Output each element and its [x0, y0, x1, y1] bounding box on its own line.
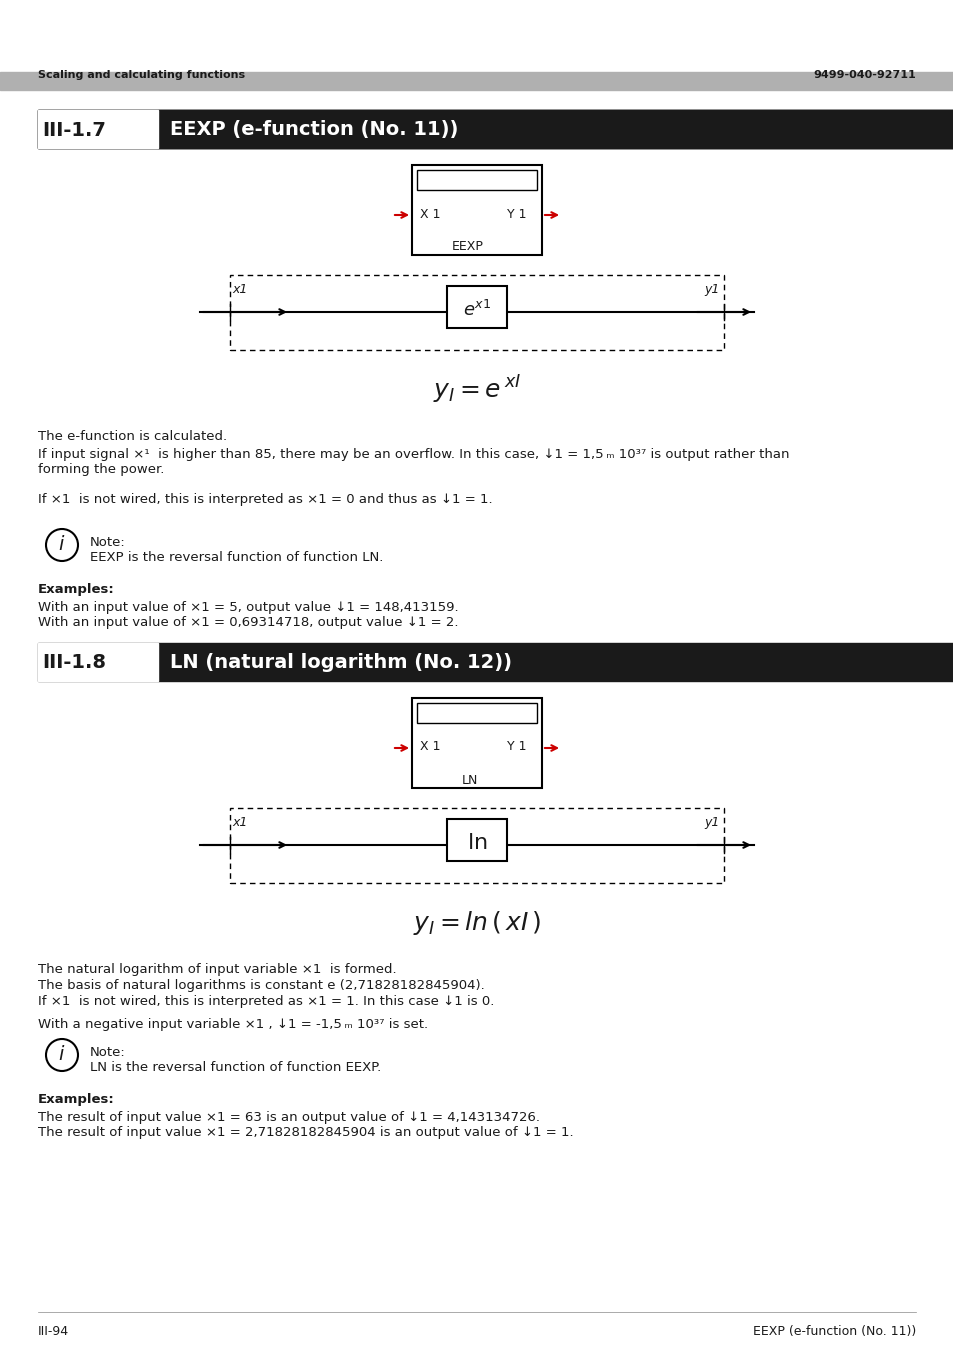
Text: LN is the reversal function of function EEXP.: LN is the reversal function of function … [90, 1061, 381, 1075]
Text: $y_I = ln\,(\,xI\,)$: $y_I = ln\,(\,xI\,)$ [413, 909, 540, 937]
Text: With a negative input variable ×1 , ↓1 = -1,5 ₘ 10³⁷ is set.: With a negative input variable ×1 , ↓1 =… [38, 1018, 428, 1031]
Text: EEXP (e-function (No. 11)): EEXP (e-function (No. 11)) [752, 1324, 915, 1338]
Text: y1: y1 [703, 815, 719, 829]
Text: If input signal ×¹  is higher than 85, there may be an overflow. In this case, ↓: If input signal ×¹ is higher than 85, th… [38, 448, 789, 477]
Bar [412, 698, 541, 788]
Text: x1: x1 [232, 284, 247, 296]
Text: EEXP: EEXP [452, 240, 483, 254]
Text: EEXP is the reversal function of function LN.: EEXP is the reversal function of functio… [90, 551, 383, 564]
Text: $\mathrm{ln}$: $\mathrm{ln}$ [466, 833, 487, 853]
Text: The basis of natural logarithms is constant e (2,71828182845904).: The basis of natural logarithms is const… [38, 979, 484, 992]
Text: Y 1: Y 1 [506, 741, 526, 753]
Text: III-94: III-94 [38, 1324, 69, 1338]
Bar [416, 170, 537, 190]
Text: Examples:: Examples: [38, 1094, 114, 1106]
Text: The e-function is calculated.: The e-function is calculated. [38, 431, 227, 443]
Text: EEXP (e-function (No. 11)): EEXP (e-function (No. 11)) [170, 120, 457, 139]
Bar [38, 643, 953, 680]
Text: III-1.7: III-1.7 [42, 120, 111, 140]
Text: The result of input value ×1 = 2,71828182845904 is an output value of ↓1 = 1.: The result of input value ×1 = 2,7182818… [38, 1126, 573, 1139]
Bar [38, 109, 158, 148]
Text: X 1: X 1 [419, 741, 440, 753]
Text: X 1: X 1 [419, 208, 440, 220]
Text: $\mathit{i}$: $\mathit{i}$ [58, 536, 66, 555]
Text: The natural logarithm of input variable ×1  is formed.: The natural logarithm of input variable … [38, 963, 396, 976]
Text: III-1.7: III-1.7 [42, 120, 106, 139]
Text: LN (natural logarithm (No. 12)): LN (natural logarithm (No. 12)) [170, 653, 512, 672]
Text: With an input value of ×1 = 5, output value ↓1 = 148,413159.: With an input value of ×1 = 5, output va… [38, 601, 458, 614]
Text: With an input value of ×1 = 0,69314718, output value ↓1 = 2.: With an input value of ×1 = 0,69314718, … [38, 616, 458, 629]
Bar [447, 286, 506, 328]
Bar [230, 809, 723, 883]
Bar [0, 72, 953, 90]
Bar [38, 643, 158, 680]
Text: If ×1  is not wired, this is interpreted as ×1 = 0 and thus as ↓1 = 1.: If ×1 is not wired, this is interpreted … [38, 493, 492, 506]
Text: y1: y1 [703, 284, 719, 296]
Text: Note:: Note: [90, 1046, 126, 1058]
Text: $y_I = e^{\,xI}$: $y_I = e^{\,xI}$ [433, 374, 520, 406]
Text: Note:: Note: [90, 536, 126, 549]
Bar [230, 275, 723, 350]
Text: $e^{x1}$: $e^{x1}$ [462, 300, 491, 320]
Bar [38, 109, 953, 148]
Bar [416, 703, 537, 724]
Text: x1: x1 [232, 815, 247, 829]
Text: LN: LN [461, 774, 477, 787]
Text: III-1.8: III-1.8 [42, 653, 106, 672]
Text: $\mathit{i}$: $\mathit{i}$ [58, 1045, 66, 1065]
Text: If ×1  is not wired, this is interpreted as ×1 = 1. In this case ↓1 is 0.: If ×1 is not wired, this is interpreted … [38, 995, 494, 1008]
Text: The result of input value ×1 = 63 is an output value of ↓1 = 4,143134726.: The result of input value ×1 = 63 is an … [38, 1111, 539, 1125]
Text: Y 1: Y 1 [506, 208, 526, 220]
Text: Examples:: Examples: [38, 583, 114, 595]
Bar [412, 165, 541, 255]
Text: III-1.7: III-1.7 [42, 120, 106, 139]
Text: Scaling and calculating functions: Scaling and calculating functions [38, 70, 245, 80]
Bar [447, 819, 506, 861]
Bar [38, 109, 953, 148]
Bar [38, 109, 953, 148]
Text: 9499-040-92711: 9499-040-92711 [812, 70, 915, 80]
